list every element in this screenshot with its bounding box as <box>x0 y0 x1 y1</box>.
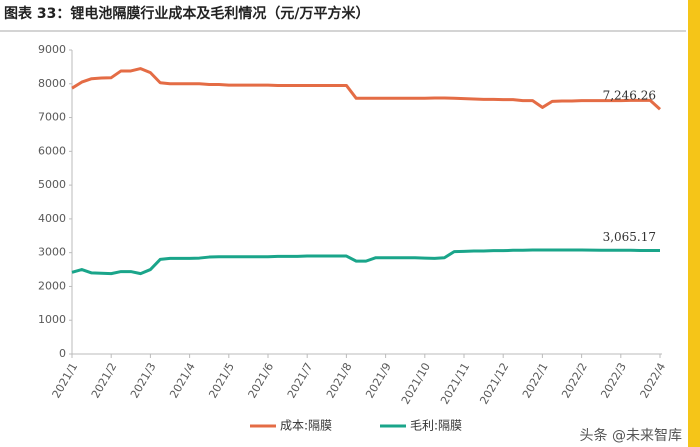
data-label: 7,246.26 <box>603 89 656 103</box>
y-tick-label: 4000 <box>38 212 66 225</box>
x-tick-label: 2021/5 <box>206 361 237 401</box>
y-tick-label: 3000 <box>38 246 66 259</box>
x-tick-label: 2021/7 <box>285 361 316 401</box>
legend-label: 毛利:隔膜 <box>410 419 462 433</box>
x-tick-label: 2021/1 <box>50 361 81 401</box>
chart-title: 图表 33：锂电池隔膜行业成本及毛利情况（元/万平方米） <box>4 5 369 22</box>
series-line <box>71 248 660 276</box>
x-tick-label: 2021/4 <box>167 361 198 401</box>
series-line <box>71 67 662 111</box>
x-tick-label: 2021/2 <box>89 361 120 401</box>
y-tick-label: 2000 <box>38 279 66 292</box>
x-tick-label: 2022/4 <box>638 361 669 401</box>
y-tick-label: 7000 <box>38 111 66 124</box>
x-tick-label: 2022/3 <box>598 361 629 401</box>
watermark: 头条 @未来智库 <box>580 427 682 444</box>
x-tick-label: 2021/8 <box>324 361 355 401</box>
x-tick-label: 2021/3 <box>128 361 159 401</box>
y-tick-label: 5000 <box>38 178 66 191</box>
y-tick-label: 9000 <box>38 43 66 56</box>
x-tick-label: 2021/9 <box>363 361 394 401</box>
y-tick-label: 8000 <box>38 77 66 90</box>
x-tick-label: 2022/2 <box>559 361 590 401</box>
y-tick-label: 6000 <box>38 144 66 157</box>
x-tick-label: 2021/10 <box>399 361 433 407</box>
data-label: 3,065.17 <box>603 230 656 244</box>
x-tick-label: 2021/6 <box>246 361 277 401</box>
x-tick-label: 2021/11 <box>438 361 472 407</box>
y-tick-label: 1000 <box>38 313 66 326</box>
y-tick-label: 0 <box>59 347 66 360</box>
x-tick-label: 2021/12 <box>477 361 511 407</box>
legend-label: 成本:隔膜 <box>280 419 332 433</box>
x-tick-label: 2022/1 <box>520 361 551 401</box>
accent-bar <box>688 0 700 447</box>
